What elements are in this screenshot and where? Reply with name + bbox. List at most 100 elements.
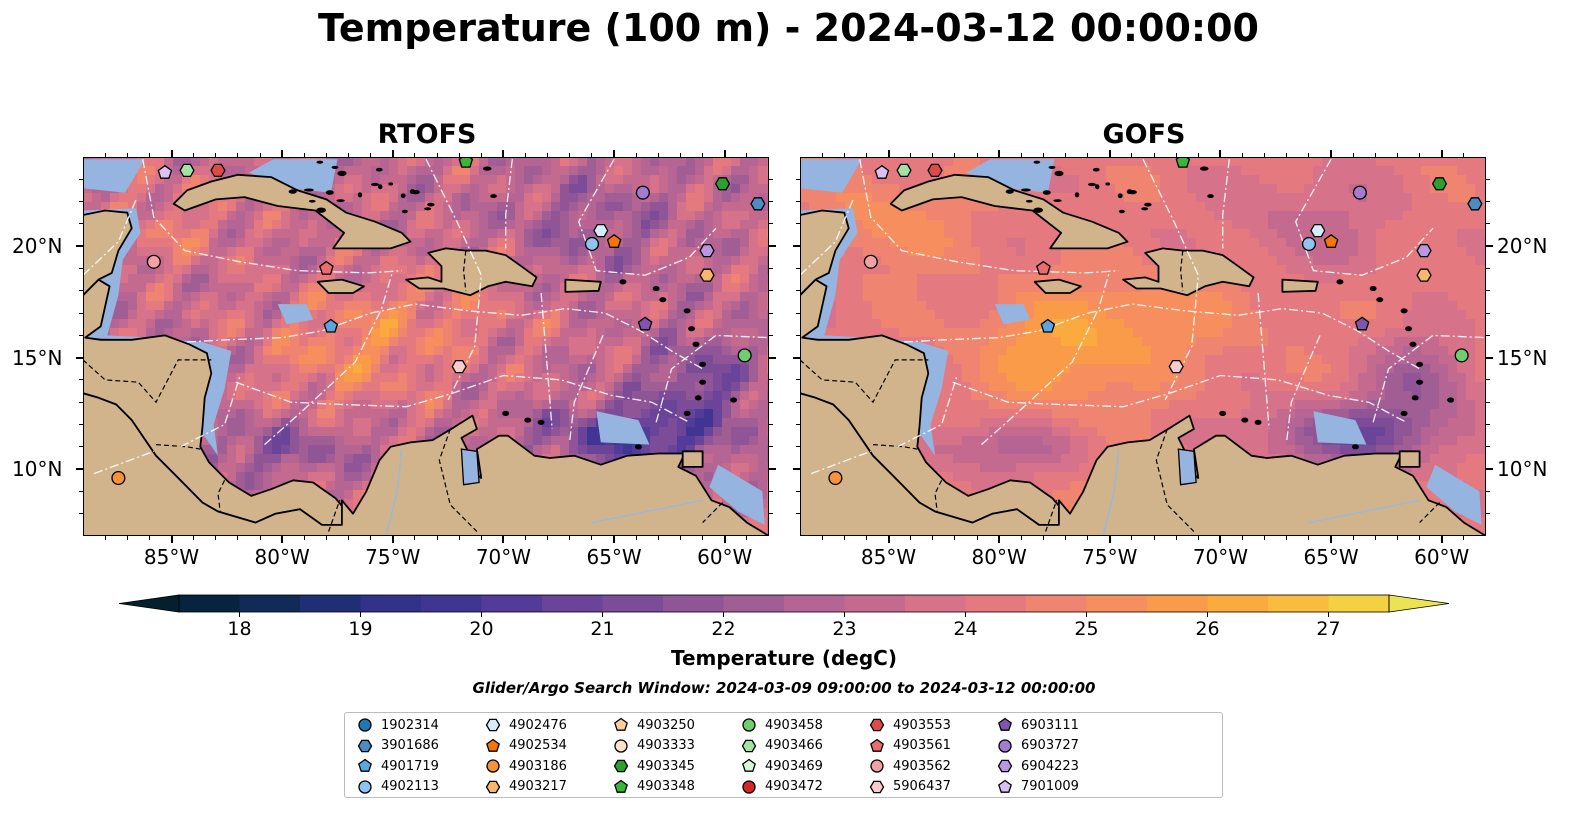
x-tick-mark [303, 153, 305, 157]
y-tick-mark [76, 468, 83, 471]
float-marker-4903186 [828, 470, 843, 486]
legend-label: 4903348 [637, 779, 695, 794]
colorbar-label: Temperature (degC) [671, 646, 897, 670]
y-tick-label: 15°N [1497, 345, 1548, 370]
y-tick-mark [793, 468, 800, 471]
float-marker-3901686 [1467, 197, 1483, 211]
x-tick-mark [657, 536, 659, 540]
x-tick-mark [1219, 536, 1222, 543]
legend-marker-pentagon-icon [998, 717, 1012, 731]
eez-boundary [1142, 158, 1199, 401]
y-tick-mark [796, 513, 800, 515]
colorbar-bin [542, 595, 603, 612]
legend-item-4903553: 4903553 [869, 716, 951, 734]
x-tick-label: 65°W [586, 545, 642, 569]
legend-marker-circle-icon [358, 718, 372, 732]
x-tick-mark [525, 536, 527, 540]
legend-item-4903333: 4903333 [613, 737, 695, 755]
float-marker-6903111 [637, 316, 653, 331]
legend-marker-pentagon-icon [614, 779, 628, 793]
x-tick-mark [865, 536, 867, 540]
colorbar-tick-label: 19 [348, 618, 373, 640]
x-tick-mark [148, 536, 150, 540]
legend-item-4902534: 4902534 [485, 737, 567, 755]
y-tick-mark [79, 223, 83, 225]
legend-label: 3901686 [381, 738, 439, 753]
y-tick-label: 10°N [12, 457, 63, 482]
colorbar-bin [1268, 595, 1329, 612]
legend-label: 4902476 [509, 717, 567, 733]
eez-boundary [142, 159, 402, 274]
y-tick-mark [769, 267, 773, 269]
y-tick-mark [1486, 223, 1490, 225]
legend-marker-circle-icon [998, 738, 1012, 753]
legend-marker-pentagon-icon [870, 738, 884, 752]
y-tick-mark [1486, 178, 1490, 180]
legend-symbol [613, 759, 629, 773]
y-tick-mark [769, 513, 773, 515]
legend-label: 4902113 [381, 779, 439, 794]
legend-marker-circle-icon [486, 759, 500, 773]
x-tick-mark [1108, 150, 1111, 157]
float-marker-4903466 [179, 163, 195, 178]
y-tick-mark [76, 245, 83, 248]
x-tick-mark [1264, 153, 1266, 157]
x-tick-mark [1440, 150, 1443, 157]
colorbar-bar [118, 594, 1450, 617]
y-tick-mark [1486, 468, 1493, 471]
legend-marker-hexagon-icon [869, 718, 885, 732]
legend-symbol [357, 739, 373, 752]
y-tick-mark [769, 245, 776, 248]
y-tick-mark [796, 312, 800, 314]
x-tick-mark [1463, 536, 1465, 540]
x-tick-label: 75°W [365, 545, 421, 569]
lake-maracaibo [1177, 448, 1197, 486]
shallow-shelf [709, 464, 765, 525]
trinidad-land [1398, 450, 1421, 468]
cuba-land [172, 173, 412, 250]
x-tick-mark [1463, 153, 1465, 157]
x-tick-mark [480, 536, 482, 540]
legend-marker-circle-icon [742, 779, 756, 794]
country-border [934, 480, 943, 512]
legend-item-6903111: 6903111 [997, 716, 1079, 734]
y-tick-mark [1486, 245, 1493, 248]
x-tick-mark [887, 150, 890, 157]
y-tick-mark [79, 178, 83, 180]
x-tick-mark [1175, 153, 1177, 157]
legend-item-4901719: 4901719 [357, 757, 439, 775]
y-tick-mark [79, 379, 83, 381]
legend-symbol [869, 718, 885, 732]
x-tick-mark [1352, 536, 1354, 540]
x-tick-mark [1308, 153, 1310, 157]
colorbar-tick-label: 23 [832, 618, 857, 640]
legend-item-4903250: 4903250 [613, 716, 695, 734]
legend-marker-circle-icon [870, 759, 884, 773]
x-tick-mark [126, 153, 128, 157]
x-tick-mark [1419, 153, 1421, 157]
country-border [1419, 502, 1440, 524]
legend-symbol [870, 759, 884, 773]
x-tick-mark [679, 153, 681, 157]
x-tick-mark [281, 150, 284, 157]
legend-item-4903472: 4903472 [741, 778, 823, 796]
y-tick-mark [796, 424, 800, 426]
legend-marker-hexagon-icon [997, 759, 1013, 773]
colorbar-bin [300, 595, 361, 612]
y-tick-mark [79, 267, 83, 269]
country-border [1045, 500, 1058, 532]
legend-symbol [998, 738, 1012, 753]
gofs-map [800, 157, 1486, 536]
y-tick-label: 20°N [12, 234, 63, 259]
x-tick-mark [843, 153, 845, 157]
float-marker-4903562 [863, 254, 878, 269]
jamaica-land [316, 278, 365, 294]
legend-label: 4903553 [893, 717, 951, 733]
x-tick-mark [1374, 536, 1376, 540]
country-border [872, 444, 918, 450]
colorbar-bin [360, 595, 422, 612]
colorbar-tick-label: 27 [1316, 618, 1341, 640]
colorbar-extend-high [1388, 594, 1450, 613]
float-marker-6903727 [635, 185, 650, 200]
x-tick-mark [391, 536, 394, 543]
